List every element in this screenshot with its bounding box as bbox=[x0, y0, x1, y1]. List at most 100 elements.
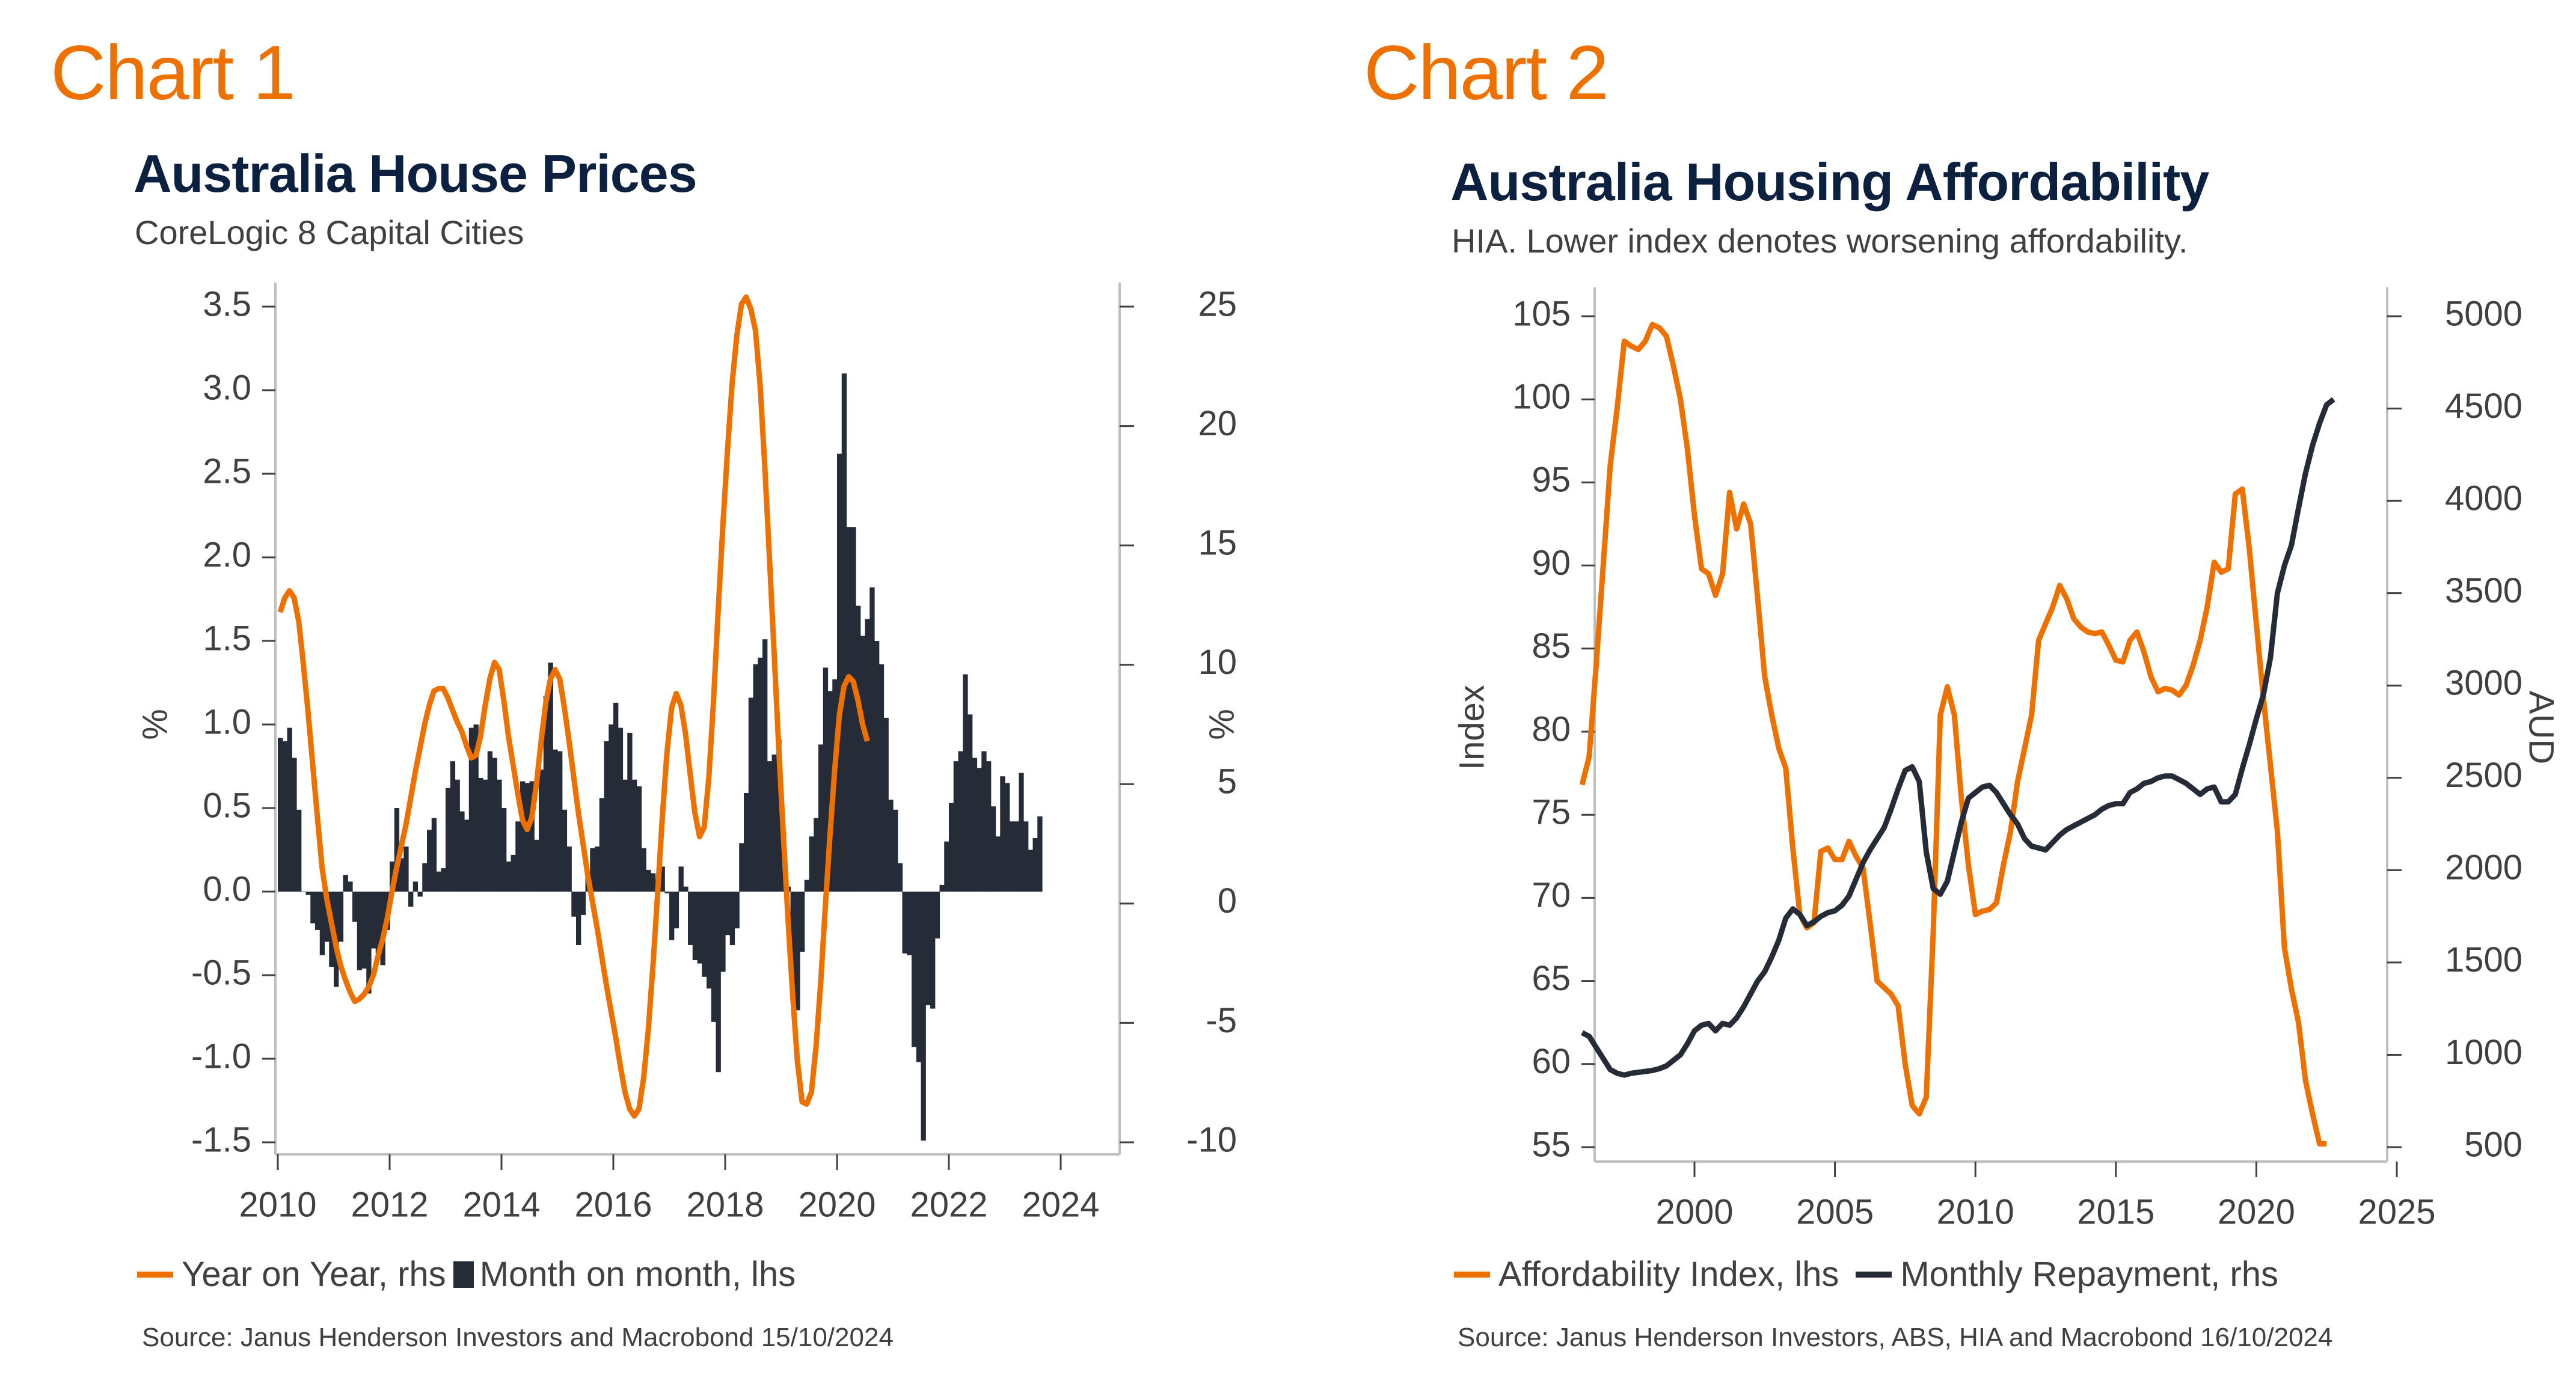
mom-bar bbox=[483, 779, 488, 892]
mom-bar bbox=[343, 875, 348, 892]
mom-bar bbox=[492, 758, 497, 892]
mom-bar bbox=[716, 892, 721, 1073]
chart2-title: Australia Housing Affordability bbox=[1450, 152, 2209, 212]
mom-bar bbox=[851, 527, 856, 892]
mom-bar bbox=[1009, 821, 1015, 892]
mom-bar bbox=[422, 863, 428, 892]
mom-bar bbox=[566, 846, 572, 892]
x-tick-label: 2022 bbox=[910, 1185, 987, 1224]
y-tick-label-right: 1500 bbox=[2445, 940, 2522, 979]
mom-bar bbox=[459, 811, 465, 892]
x-tick-label: 2005 bbox=[1796, 1192, 1874, 1231]
mom-bar bbox=[595, 846, 600, 892]
y-tick-label-left: 0.0 bbox=[203, 869, 251, 908]
chart2-source: Source: Janus Henderson Investors, ABS, … bbox=[1458, 1323, 2333, 1352]
x-tick-label: 2018 bbox=[686, 1185, 764, 1224]
mom-bar bbox=[860, 635, 866, 892]
y-tick-label-right: 20 bbox=[1198, 404, 1237, 443]
x-tick-label: 2014 bbox=[462, 1185, 540, 1224]
y-tick-label-left: 55 bbox=[1532, 1125, 1571, 1164]
mom-bar bbox=[315, 892, 320, 930]
legend-line-swatch-icon bbox=[1856, 1271, 1892, 1278]
mom-bar bbox=[995, 836, 1001, 892]
y-tick-label-right: 500 bbox=[2464, 1125, 2522, 1164]
chart1-legend-item-mom: Month on month, lhs bbox=[453, 1254, 796, 1294]
y-tick-label-left: 90 bbox=[1532, 544, 1571, 583]
mom-bar bbox=[520, 781, 526, 892]
mom-bar bbox=[972, 758, 978, 892]
mom-bar bbox=[697, 892, 702, 964]
y-tick-label-left: 0.5 bbox=[203, 786, 251, 825]
mom-bar bbox=[963, 674, 968, 892]
mom-bar bbox=[753, 664, 758, 892]
mom-bar bbox=[455, 779, 460, 892]
mom-bar bbox=[576, 892, 581, 945]
x-tick-label: 2020 bbox=[2218, 1192, 2295, 1231]
mom-bar bbox=[487, 751, 493, 892]
chart1-subtitle: CoreLogic 8 Capital Cities bbox=[135, 213, 524, 251]
mom-bar bbox=[688, 892, 693, 945]
chart1-legend-label: Year on Year, rhs bbox=[182, 1255, 446, 1294]
y-tick-label-right: 2000 bbox=[2445, 848, 2522, 887]
mom-bar bbox=[278, 738, 283, 892]
affordability-index-line bbox=[1579, 322, 2327, 1147]
chart2-legend: Affordability Index, lhs Monthly Repayme… bbox=[1454, 1254, 2286, 1294]
mom-bar bbox=[739, 843, 744, 892]
chart1-panel: Chart 1 Australia House Prices CoreLogic… bbox=[51, 30, 1241, 1352]
chart1-legend: Year on Year, rhs Month on month, lhs bbox=[137, 1254, 803, 1294]
mom-bar bbox=[1000, 776, 1005, 892]
mom-bar bbox=[1005, 783, 1010, 892]
mom-bar bbox=[990, 806, 996, 892]
mom-bar bbox=[865, 619, 870, 892]
mom-bar bbox=[874, 641, 880, 892]
mom-bar bbox=[417, 892, 423, 897]
mom-bar bbox=[515, 821, 521, 892]
mom-bar bbox=[683, 886, 688, 892]
mom-bar bbox=[534, 839, 539, 892]
mom-bar bbox=[357, 892, 363, 970]
y-axis-title-left: % bbox=[135, 709, 174, 740]
mom-bar bbox=[506, 861, 512, 892]
yoy-line bbox=[277, 294, 870, 1119]
mom-bar bbox=[497, 779, 502, 892]
mom-bar bbox=[431, 818, 437, 892]
chart2-legend-item-affordability: Affordability Index, lhs bbox=[1454, 1254, 1839, 1294]
mom-bar bbox=[446, 788, 451, 892]
mom-bar bbox=[912, 892, 917, 1047]
mom-bar bbox=[371, 892, 376, 949]
x-tick-label: 2024 bbox=[1022, 1185, 1099, 1224]
y-tick-label-right: 25 bbox=[1198, 284, 1237, 323]
x-tick-label: 2020 bbox=[798, 1185, 876, 1224]
x-tick-label: 2012 bbox=[351, 1185, 428, 1224]
y-tick-label-right: -10 bbox=[1186, 1120, 1237, 1159]
mom-bar bbox=[539, 770, 544, 892]
mom-bar bbox=[1028, 850, 1034, 892]
y-tick-label-left: 95 bbox=[1532, 461, 1571, 500]
mom-bar bbox=[707, 892, 712, 989]
mom-bar bbox=[762, 639, 768, 892]
mom-bar bbox=[543, 696, 549, 892]
mom-bar bbox=[748, 697, 754, 892]
mom-bar bbox=[511, 854, 516, 892]
mom-bar bbox=[1019, 773, 1024, 892]
mom-bar bbox=[837, 453, 842, 892]
y-tick-label-right: 4000 bbox=[2445, 479, 2522, 518]
mom-bar bbox=[618, 727, 624, 892]
mom-bar bbox=[632, 779, 637, 892]
mom-bar bbox=[1023, 821, 1029, 892]
y-tick-label-right: 0 bbox=[1218, 881, 1237, 920]
y-axis-title-right: % bbox=[1202, 709, 1241, 740]
mom-bar bbox=[651, 873, 656, 892]
mom-bar bbox=[809, 836, 814, 892]
y-tick-label-right: 5000 bbox=[2445, 294, 2522, 333]
mom-bar bbox=[319, 892, 325, 955]
mom-bar bbox=[767, 761, 773, 892]
mom-bar bbox=[412, 881, 419, 892]
mom-bar bbox=[692, 892, 698, 960]
x-tick-label: 2015 bbox=[2077, 1192, 2154, 1231]
y-tick-label-right: 15 bbox=[1198, 523, 1237, 562]
y-tick-label-left: 60 bbox=[1532, 1042, 1571, 1081]
mom-bar bbox=[571, 892, 577, 917]
mom-bar bbox=[324, 892, 330, 942]
mom-bar bbox=[553, 749, 558, 892]
